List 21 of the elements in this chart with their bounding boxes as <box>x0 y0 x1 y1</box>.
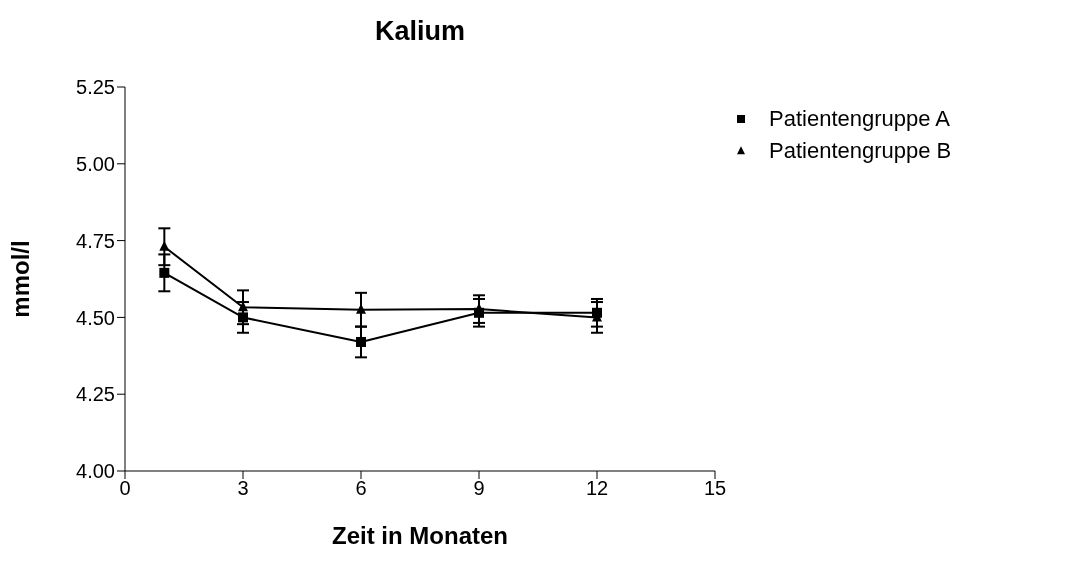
y-tick-label: 4.50 <box>76 306 115 329</box>
legend-label: Patientengruppe B <box>769 138 952 164</box>
y-tick-label: 4.25 <box>76 383 115 406</box>
point <box>356 336 366 347</box>
legend-label: Patientengruppe A <box>769 106 951 132</box>
y-tick-label: 4.00 <box>76 460 115 483</box>
y-tick-label: 4.75 <box>76 229 115 252</box>
y-tick-label: 5.00 <box>76 152 115 175</box>
x-tick-label: 12 <box>585 477 609 500</box>
x-tick-label: 3 <box>237 477 249 500</box>
point <box>238 312 248 323</box>
y-tick-label: 5.25 <box>76 76 115 99</box>
chart-title: Kalium <box>374 16 466 47</box>
y-axis-title: mmol/l <box>6 240 34 318</box>
point <box>159 240 170 251</box>
point <box>159 267 170 278</box>
x-tick-label: 9 <box>473 477 485 500</box>
x-axis-title: Zeit in Monaten <box>332 522 508 549</box>
x-tick-label: 6 <box>355 477 367 500</box>
x-tick-label: 15 <box>703 477 727 500</box>
x-tick-label: 0 <box>119 477 131 500</box>
